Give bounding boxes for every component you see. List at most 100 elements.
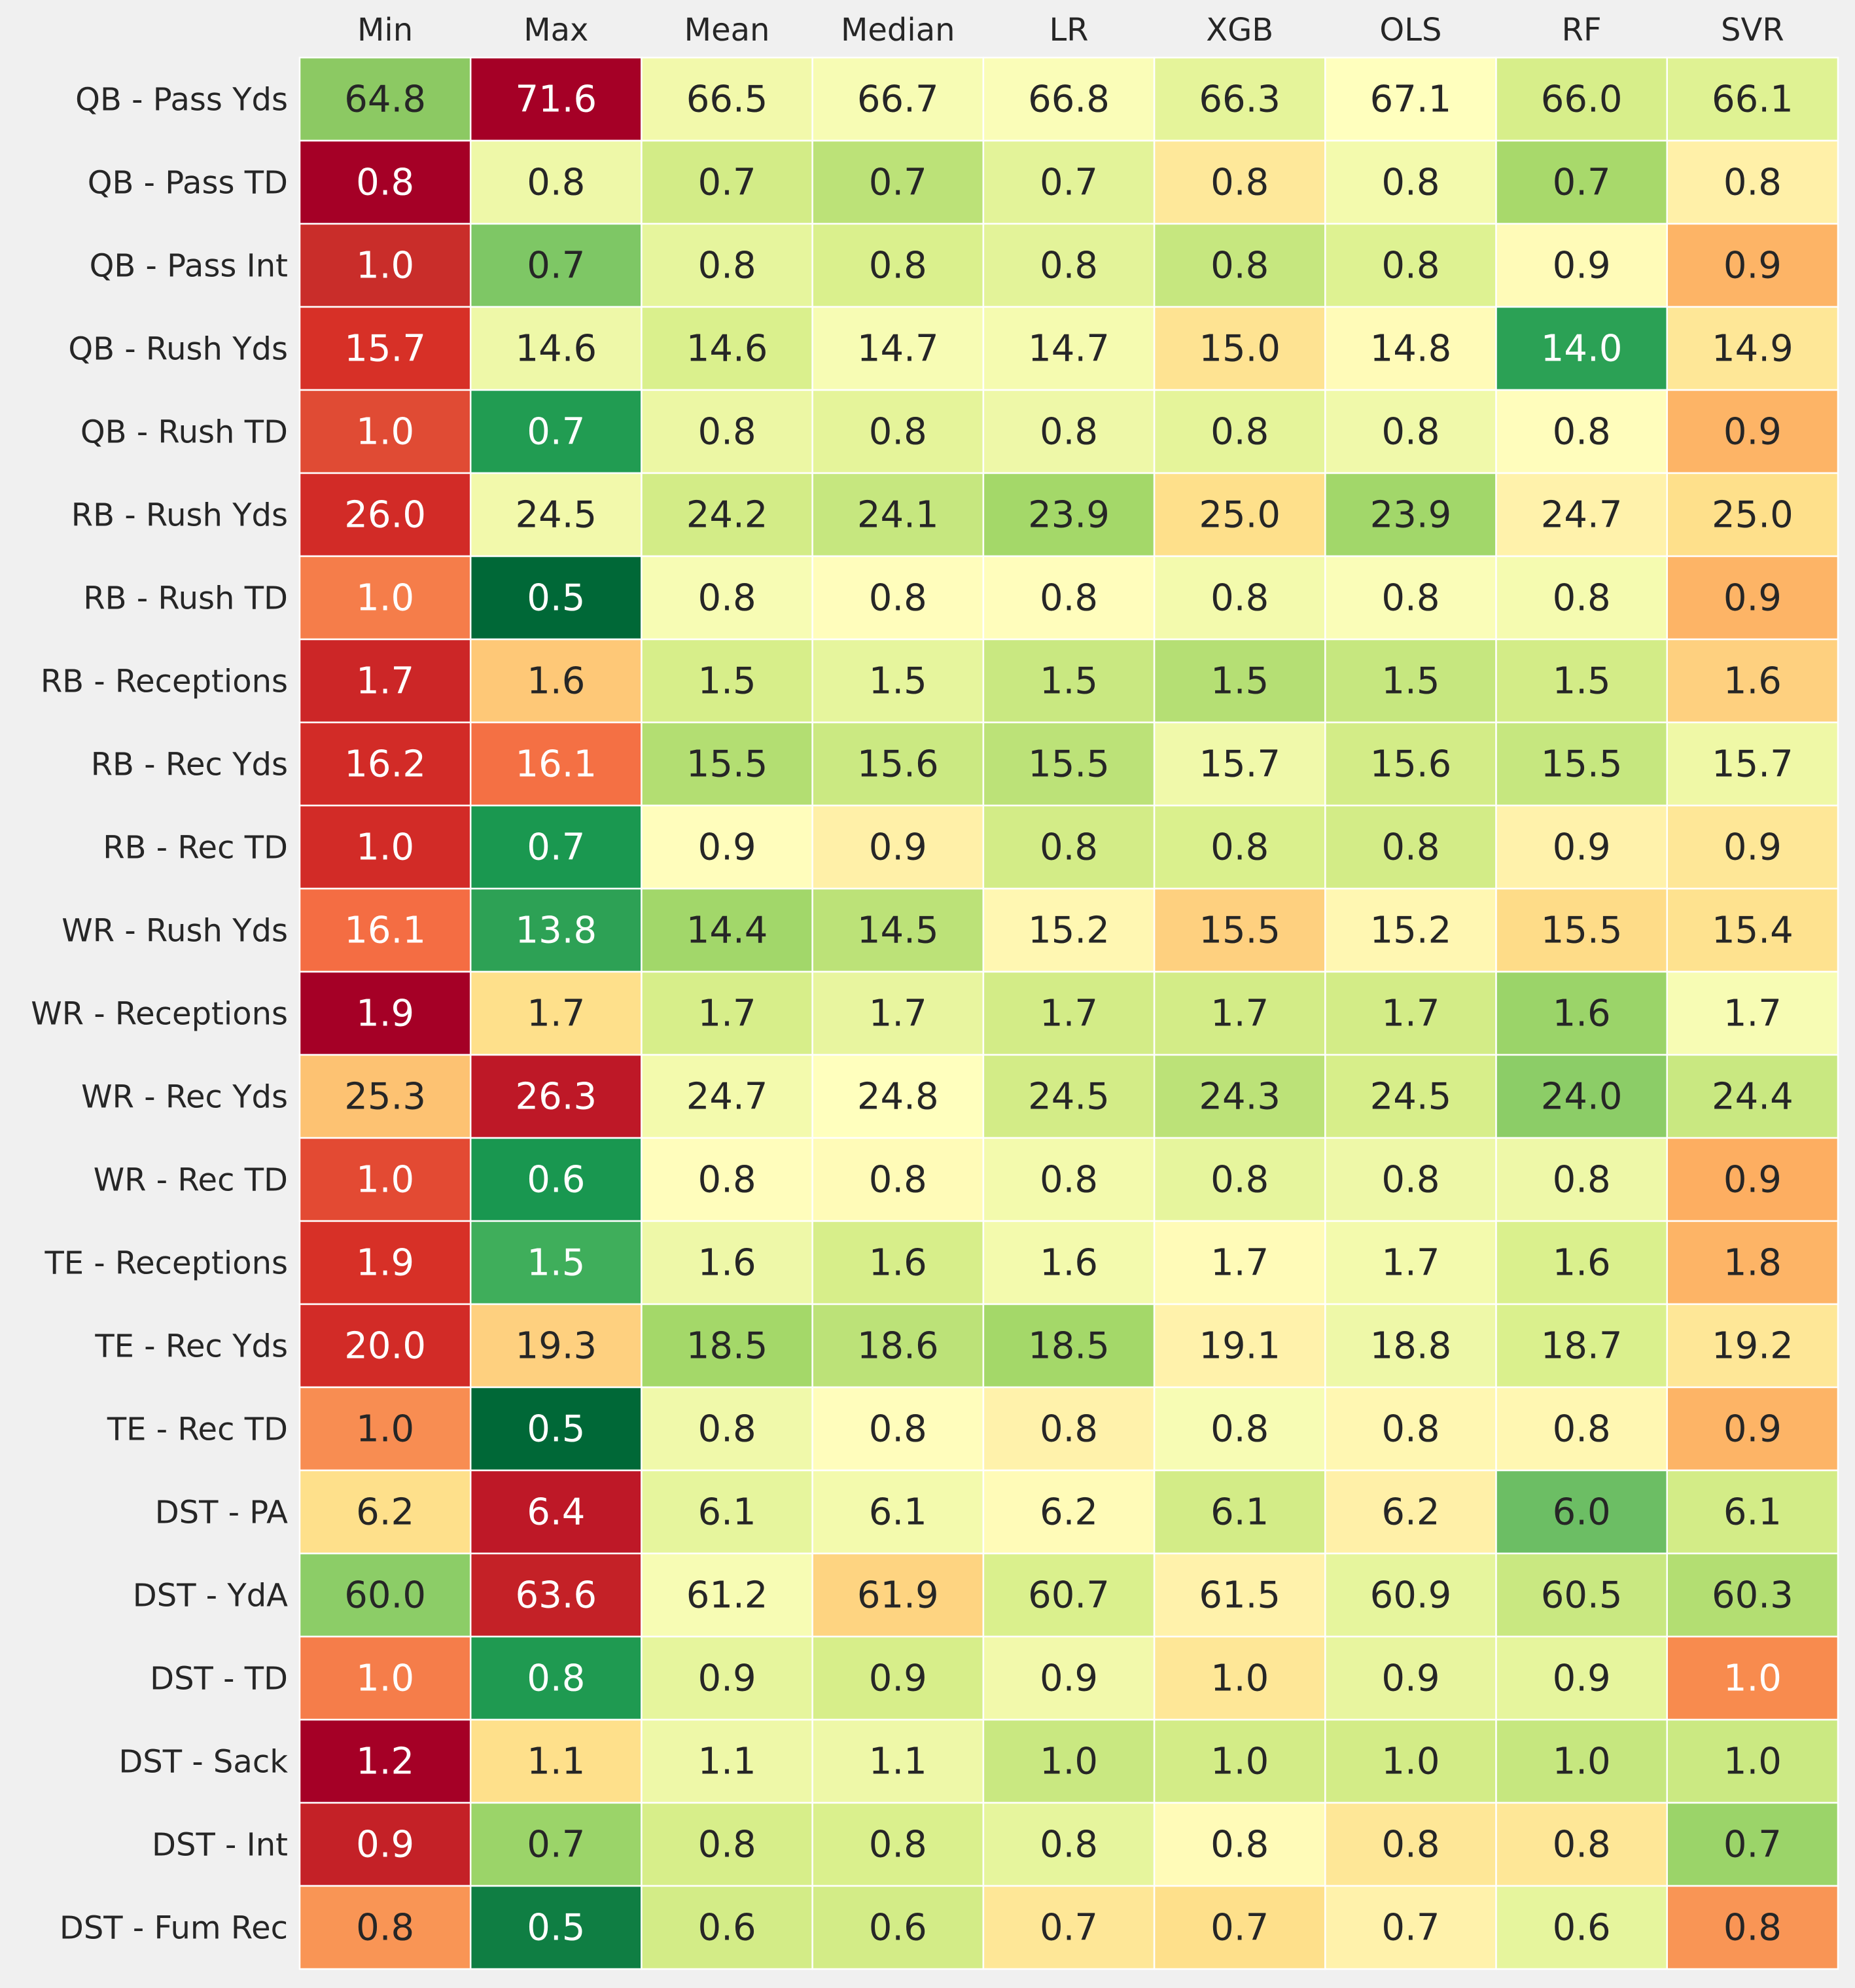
- cell-value: 1.0: [1040, 1741, 1098, 1783]
- cell-value: 0.8: [1381, 826, 1440, 869]
- column-label: LR: [1049, 12, 1088, 48]
- cell-value: 0.8: [1381, 411, 1440, 453]
- cell-value: 0.5: [527, 1907, 585, 1949]
- cell-value: 0.8: [1040, 245, 1098, 287]
- cell-value: 0.8: [1040, 577, 1098, 620]
- cell-value: 6.2: [1381, 1491, 1440, 1534]
- cell-value: 61.5: [1199, 1574, 1281, 1617]
- heatmap-cell: [641, 1303, 813, 1389]
- heatmap-cell: [811, 721, 985, 807]
- heatmap-cell: [298, 1137, 472, 1222]
- heatmap-cell: [298, 638, 472, 724]
- cell-value: 16.2: [344, 743, 426, 786]
- heatmap-cell: [1495, 1054, 1669, 1139]
- cell-value: 24.0: [1541, 1076, 1623, 1118]
- heatmap-cell: [811, 1885, 985, 1970]
- cell-value: 6.2: [1040, 1491, 1098, 1534]
- cell-value: 1.5: [698, 660, 756, 703]
- cell-value: 0.9: [1381, 1658, 1440, 1700]
- heatmap-cell: [298, 721, 472, 807]
- heatmap-cell: [1324, 638, 1497, 724]
- heatmap-cell: [1666, 472, 1839, 558]
- cell-value: 14.7: [857, 328, 939, 370]
- heatmap-cell: [811, 1802, 985, 1887]
- cell-value: 15.2: [1370, 910, 1452, 952]
- heatmap-cell: [982, 970, 1156, 1056]
- cell-value: 0.8: [1210, 1408, 1269, 1451]
- cell-value: 23.9: [1028, 494, 1110, 537]
- cell-value: 67.1: [1370, 79, 1452, 121]
- column-label: XGB: [1206, 12, 1273, 48]
- cell-value: 1.0: [1723, 1741, 1782, 1783]
- cell-value: 1.6: [869, 1242, 927, 1285]
- heatmap-cell: [298, 56, 472, 142]
- cell-value: 24.7: [686, 1076, 768, 1118]
- cell-value: 1.0: [1381, 1741, 1440, 1783]
- cell-value: 1.1: [527, 1741, 585, 1783]
- heatmap-cell: [1153, 472, 1326, 558]
- cell-value: 1.0: [356, 1658, 414, 1700]
- cell-value: 0.8: [1040, 411, 1098, 453]
- cell-value: 0.8: [1210, 245, 1269, 287]
- heatmap-cell: [298, 472, 472, 558]
- heatmap-cell: [298, 139, 472, 225]
- cell-value: 60.5: [1541, 1574, 1623, 1617]
- heatmap-cell: [811, 887, 985, 973]
- cell-value: 1.7: [1381, 993, 1440, 1035]
- heatmap-cell: [982, 638, 1156, 724]
- cell-value: 1.7: [356, 660, 414, 703]
- cell-value: 0.7: [1723, 1824, 1782, 1866]
- cell-value: 24.5: [515, 494, 597, 537]
- heatmap-cell: [1666, 139, 1839, 225]
- heatmap-cell: [1153, 638, 1326, 724]
- cell-value: 0.7: [527, 1824, 585, 1866]
- heatmap-cell: [469, 1885, 643, 1970]
- cell-value: 0.9: [869, 826, 927, 869]
- heatmap-cell: [1153, 887, 1326, 973]
- heatmap-cell: [811, 472, 985, 558]
- cell-value: 15.5: [1199, 910, 1281, 952]
- cell-value: 0.8: [1723, 162, 1782, 204]
- cell-value: 15.2: [1028, 910, 1110, 952]
- cell-value: 15.0: [1199, 328, 1281, 370]
- heatmap-cell: [298, 804, 472, 890]
- heatmap-cell: [1666, 804, 1839, 890]
- cell-value: 16.1: [344, 910, 426, 952]
- heatmap-cell: [1495, 1303, 1669, 1389]
- cell-value: 15.5: [686, 743, 768, 786]
- heatmap-cell: [811, 1054, 985, 1139]
- heatmap-cell: [641, 222, 813, 308]
- heatmap-cell: [1324, 555, 1497, 641]
- cell-value: 15.7: [1712, 743, 1793, 786]
- cell-value: 0.8: [1553, 577, 1611, 620]
- heatmap-cell: [298, 1718, 472, 1804]
- heatmap-cell: [982, 139, 1156, 225]
- cell-value: 0.9: [1723, 245, 1782, 287]
- cell-value: 66.7: [857, 79, 939, 121]
- cell-value: 0.9: [356, 1824, 414, 1866]
- heatmap-cell: [1153, 804, 1326, 890]
- heatmap-cell: [811, 804, 985, 890]
- heatmap-cell: [982, 1386, 1156, 1472]
- row-label: DST - Int: [152, 1827, 288, 1864]
- heatmap-cell: [469, 306, 643, 391]
- cell-value: 24.4: [1712, 1076, 1793, 1118]
- heatmap-cell: [469, 887, 643, 973]
- heatmap-cell: [298, 306, 472, 391]
- heatmap-cell: [641, 139, 813, 225]
- cell-value: 1.0: [356, 826, 414, 869]
- column-label: Max: [523, 12, 588, 48]
- cell-value: 0.9: [1723, 411, 1782, 453]
- cell-value: 15.5: [1028, 743, 1110, 786]
- cell-value: 1.7: [869, 993, 927, 1035]
- heatmap-cell: [1666, 1635, 1839, 1721]
- heatmap-cell: [469, 56, 643, 142]
- cell-value: 15.7: [344, 328, 426, 370]
- heatmap-cell: [1495, 1802, 1669, 1887]
- heatmap-cell: [298, 970, 472, 1056]
- heatmap-cell: [1324, 1386, 1497, 1472]
- cell-value: 0.8: [1210, 162, 1269, 204]
- cell-value: 1.5: [869, 660, 927, 703]
- cell-value: 0.8: [1381, 245, 1440, 287]
- cell-value: 0.8: [869, 411, 927, 453]
